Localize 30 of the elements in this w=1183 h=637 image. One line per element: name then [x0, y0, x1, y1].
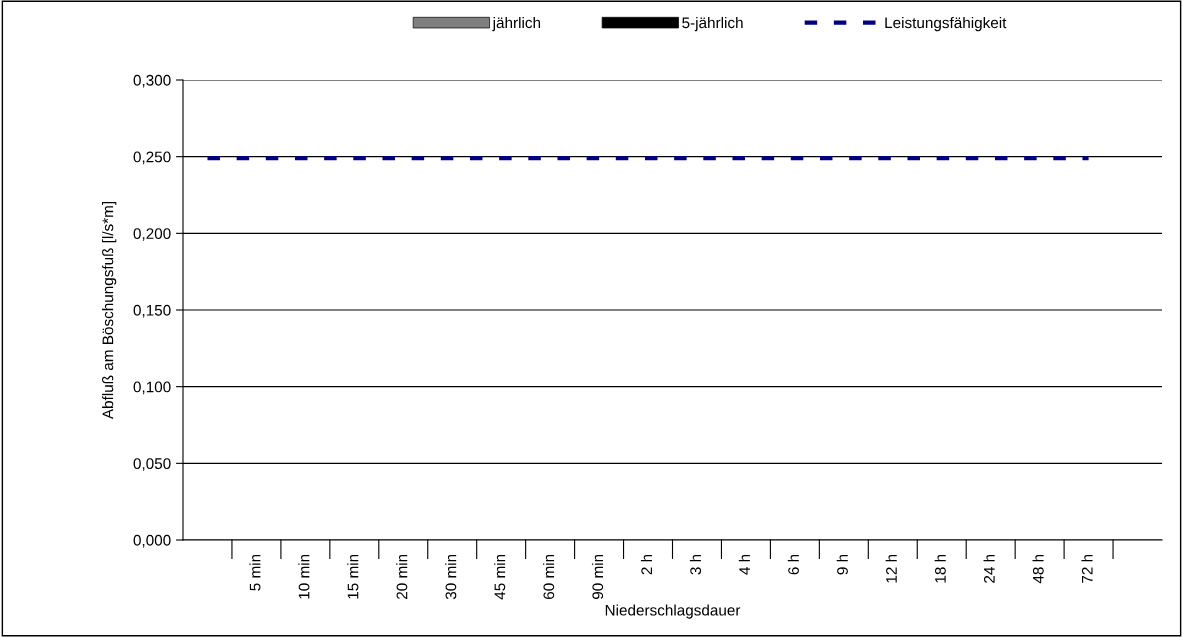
y-tick-label: 0,300	[133, 74, 171, 88]
x-tick-label: 18 h	[934, 554, 946, 583]
x-tick-label: 10 min	[298, 554, 310, 599]
legend-label: 5-jährlich	[682, 16, 743, 32]
x-tick-label: 60 min	[543, 554, 555, 599]
x-tick-label: 12 h	[885, 554, 897, 583]
x-tick-label: 15 min	[347, 554, 359, 599]
x-axis-title: Niederschlagsdauer	[605, 604, 741, 619]
y-tick-label: 0,150	[133, 304, 171, 318]
x-tick-label: 5 min	[249, 554, 261, 591]
x-tick-label: 2 h	[640, 554, 652, 575]
y-tick-label: 0,250	[133, 151, 171, 165]
y-axis-title: Abfluß am Böschungsfuß [l/s*m]	[102, 201, 117, 420]
y-tick-label: 0,050	[133, 458, 171, 471]
y-tick-label: 0,000	[133, 534, 171, 548]
x-tick-label: 4 h	[738, 554, 750, 575]
x-tick-label: 90 min	[591, 554, 604, 600]
x-tick-label: 3 h	[689, 554, 702, 575]
x-tick-label: 45 min	[494, 554, 506, 600]
y-tick-label: 0,200	[133, 228, 171, 241]
x-tick-label: 6 h	[787, 554, 799, 575]
x-tick-label: 30 min	[445, 554, 457, 600]
legend-label: jährlich	[492, 16, 541, 32]
y-tick-label: 0,100	[133, 381, 171, 395]
x-tick-label: 48 h	[1032, 554, 1044, 584]
legend-label: Leistungsfähigkeit	[885, 16, 1007, 32]
x-tick-label: 72 h	[1081, 554, 1093, 583]
x-tick-label: 9 h	[836, 554, 848, 575]
x-tick-label: 20 min	[396, 554, 408, 599]
x-tick-label: 24 h	[983, 554, 995, 583]
